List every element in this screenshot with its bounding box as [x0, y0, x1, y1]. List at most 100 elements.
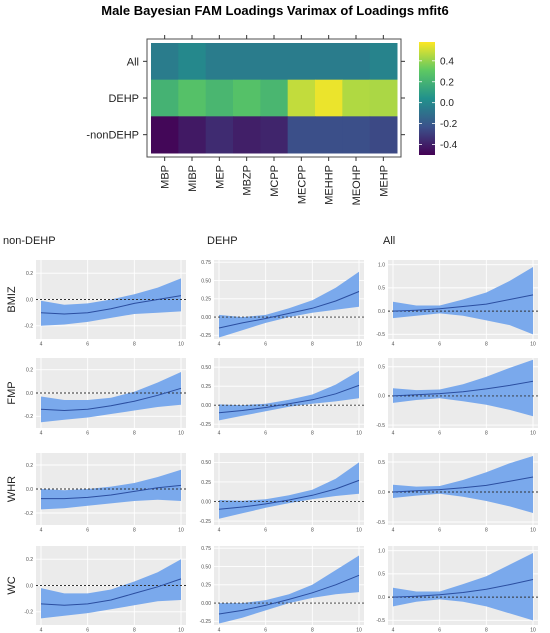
mean-line [218, 479, 360, 510]
panel-x-tick-label: 6 [438, 528, 441, 534]
panel-x-tick-label: 8 [311, 431, 314, 437]
panel-y-tick-label: -0.25 [200, 619, 212, 625]
heatmap-cell [205, 79, 234, 117]
panel-row-header: WC [6, 576, 18, 594]
panel-x-tick-label: 8 [133, 431, 136, 437]
mean-line [392, 380, 534, 397]
panel-y-tick-label: -0.5 [376, 618, 385, 624]
panel-y-tick-label: 1.0 [378, 548, 385, 554]
heatmap-col-label: MCPP [269, 165, 281, 197]
panel-x-tick-label: 10 [530, 628, 536, 633]
heatmap-cell [205, 116, 234, 154]
panel-x-tick-label: 4 [40, 431, 43, 437]
panel-x-tick-label: 4 [40, 342, 43, 348]
heatmap-col-label: MIBP [187, 165, 199, 192]
panel-x-tick-label: 6 [86, 342, 89, 348]
heatmap-cell [369, 43, 398, 81]
panel-fmp-dehp: 0.50 0.25 0.00 -0.25 4 6 8 10 [200, 358, 364, 437]
panel-y-tick-label: 0.00 [201, 601, 211, 607]
heatmap-cell [151, 79, 179, 117]
panel-whr-all: 0.5 0.0 -0.5 4 6 8 10 [376, 453, 538, 534]
credible-band [41, 469, 181, 510]
small-multiples: non-DEHP DEHP All BMIZ FMP WHR WC 0.2 0.0 -0.2 4 6 8… [3, 235, 538, 633]
heatmap-row-label: All [127, 56, 139, 68]
panel-x-tick-label: 8 [485, 628, 488, 633]
panel-row-header: BMIZ [6, 286, 18, 313]
panel-y-tick-label: 0.25 [201, 384, 211, 390]
panel-y-tick-label: 0.50 [201, 460, 211, 466]
mean-line [392, 294, 534, 312]
panel-y-tick-label: 0.00 [201, 315, 211, 321]
heatmap-col-label: MEHP [378, 165, 390, 197]
mean-line [218, 384, 360, 414]
panel-y-tick-label: -0.25 [200, 333, 212, 339]
mean-line [392, 579, 534, 598]
heatmap-cell [151, 43, 179, 81]
panel-x-tick-label: 8 [485, 342, 488, 348]
panel-y-tick-label: 0.2 [26, 463, 33, 469]
panel-x-tick-label: 10 [530, 342, 536, 348]
panel-x-tick-label: 10 [356, 528, 362, 534]
colorbar-tick-label: 0.4 [440, 56, 454, 67]
heatmap-cell [260, 43, 289, 81]
panel-y-tick-label: 0.5 [378, 365, 385, 371]
panel-x-tick-label: 8 [133, 342, 136, 348]
heatmap-cell [233, 43, 261, 81]
panel-row-header: WHR [6, 476, 18, 502]
panel-x-tick-label: 10 [356, 342, 362, 348]
mean-line [218, 291, 360, 329]
panel-x-tick-label: 8 [311, 628, 314, 633]
panel-y-tick-label: 1.0 [378, 262, 385, 268]
heatmap-col-label: MEP [214, 165, 226, 189]
panel-x-tick-label: 8 [311, 342, 314, 348]
panel-y-tick-label: 0.75 [201, 260, 211, 266]
panel-bmiz-nondehp: 0.2 0.0 -0.2 4 6 8 10 [24, 260, 186, 348]
panel-y-tick-label: -0.2 [24, 511, 33, 517]
panel-x-tick-label: 4 [218, 628, 221, 633]
panel-y-tick-label: -0.5 [376, 332, 385, 338]
panel-wc-nondehp: 0.2 0.0 -0.2 4 6 8 10 [24, 546, 186, 633]
panel-y-tick-label: 0.5 [378, 460, 385, 466]
mean-line [392, 476, 534, 493]
panel-y-tick-label: 0.0 [26, 297, 33, 303]
mean-line [218, 574, 360, 615]
panel-y-tick-label: -0.25 [200, 422, 212, 428]
heatmap-cell [178, 79, 207, 117]
panel-y-tick-label: -0.25 [200, 519, 212, 525]
panel-x-tick-label: 6 [86, 628, 89, 633]
panel-x-tick-label: 6 [438, 431, 441, 437]
panel-x-tick-label: 6 [264, 628, 267, 633]
panel-fmp-nondehp: 0.2 0.0 -0.2 4 6 8 10 [24, 358, 186, 437]
colorbar: 0.4 0.2 0.0 -0.2 -0.4 [419, 42, 458, 155]
panel-x-tick-label: 10 [178, 528, 184, 534]
heatmap-col-label: MEOHP [351, 165, 363, 205]
panel-y-tick-label: 0.50 [201, 365, 211, 371]
panel-y-tick-label: 0.25 [201, 297, 211, 303]
panel-y-tick-label: 0.5 [378, 286, 385, 292]
panel-x-tick-label: 4 [392, 342, 395, 348]
colorbar-tick-label: -0.2 [440, 119, 458, 130]
mean-line [41, 484, 182, 500]
panel-x-tick-label: 4 [218, 342, 221, 348]
panel-y-tick-label: 0.0 [26, 583, 33, 589]
heatmap-cell [260, 79, 289, 117]
colorbar-tick-label: -0.4 [440, 140, 458, 151]
colorbar-tick-label: 0.0 [440, 98, 454, 109]
panel-y-tick-label: 0.25 [201, 583, 211, 589]
panel-y-tick-label: -0.2 [24, 610, 33, 616]
panel-x-tick-label: 10 [178, 431, 184, 437]
panel-wc-dehp: 0.75 0.50 0.25 0.00 -0.25 4 6 8 10 [200, 546, 364, 633]
heatmap-cell [342, 116, 371, 154]
panel-whr-nondehp: 0.2 0.0 -0.2 4 6 8 10 [24, 453, 186, 534]
heatmap-cell [315, 79, 343, 117]
panel-x-tick-label: 8 [485, 431, 488, 437]
panel-fmp-all: 0.5 0.0 -0.5 4 6 8 10 [376, 358, 538, 437]
heatmap-col-label: MECPP [296, 165, 308, 204]
heatmap-col-label: MBP [160, 165, 172, 189]
heatmap-cell [315, 43, 343, 81]
panel-x-tick-label: 10 [178, 342, 184, 348]
panel-x-tick-label: 4 [392, 431, 395, 437]
panel-y-tick-label: 0.5 [378, 572, 385, 578]
